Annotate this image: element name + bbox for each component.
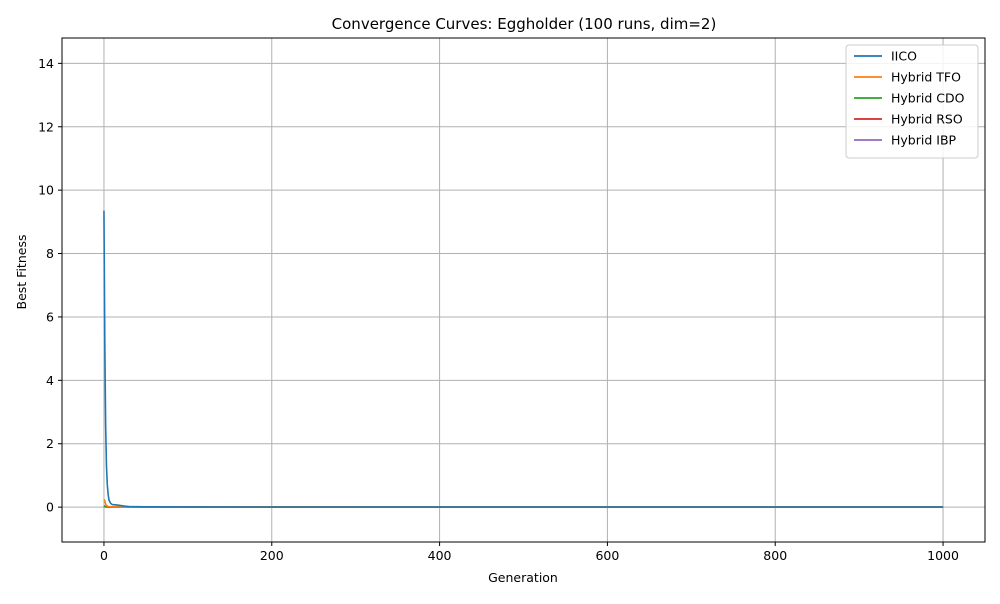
x-tick-label: 1000: [927, 548, 959, 563]
legend-label: Hybrid IBP: [891, 133, 957, 148]
legend: IICO Hybrid TFO Hybrid CDO Hybrid RSO Hybrid…: [845, 44, 979, 159]
legend-label: Hybrid TFO: [891, 70, 961, 85]
x-tick-label: 0: [100, 548, 108, 563]
series-line-hybrid-tfo: [103, 498, 944, 508]
plot-frame: [61, 37, 986, 543]
y-tick-label: 8: [46, 246, 54, 261]
legend-label: Hybrid CDO: [891, 91, 965, 106]
series-group: [103, 210, 944, 508]
legend-box: [845, 44, 979, 159]
y-axis-label: Best Fitness: [14, 235, 29, 310]
x-ticks: 0 200 400 600 800 1000: [100, 542, 959, 563]
x-axis-label: Generation: [488, 570, 558, 585]
legend-label: Hybrid RSO: [891, 112, 963, 127]
legend-label: IICO: [891, 49, 917, 64]
y-tick-label: 14: [38, 56, 54, 71]
y-tick-label: 10: [38, 183, 54, 198]
x-tick-label: 600: [595, 548, 619, 563]
chart-title: Convergence Curves: Eggholder (100 runs,…: [332, 15, 717, 33]
y-ticks: 0 2 4 6 8 10 12 14: [38, 56, 62, 515]
y-tick-label: 4: [46, 373, 54, 388]
x-tick-label: 800: [763, 548, 787, 563]
y-tick-label: 0: [46, 500, 54, 515]
x-tick-label: 400: [428, 548, 452, 563]
y-tick-label: 2: [46, 436, 54, 451]
y-tick-label: 12: [38, 119, 54, 134]
x-tick-label: 200: [260, 548, 284, 563]
y-tick-label: 6: [46, 309, 54, 324]
series-line-iico: [103, 210, 944, 508]
